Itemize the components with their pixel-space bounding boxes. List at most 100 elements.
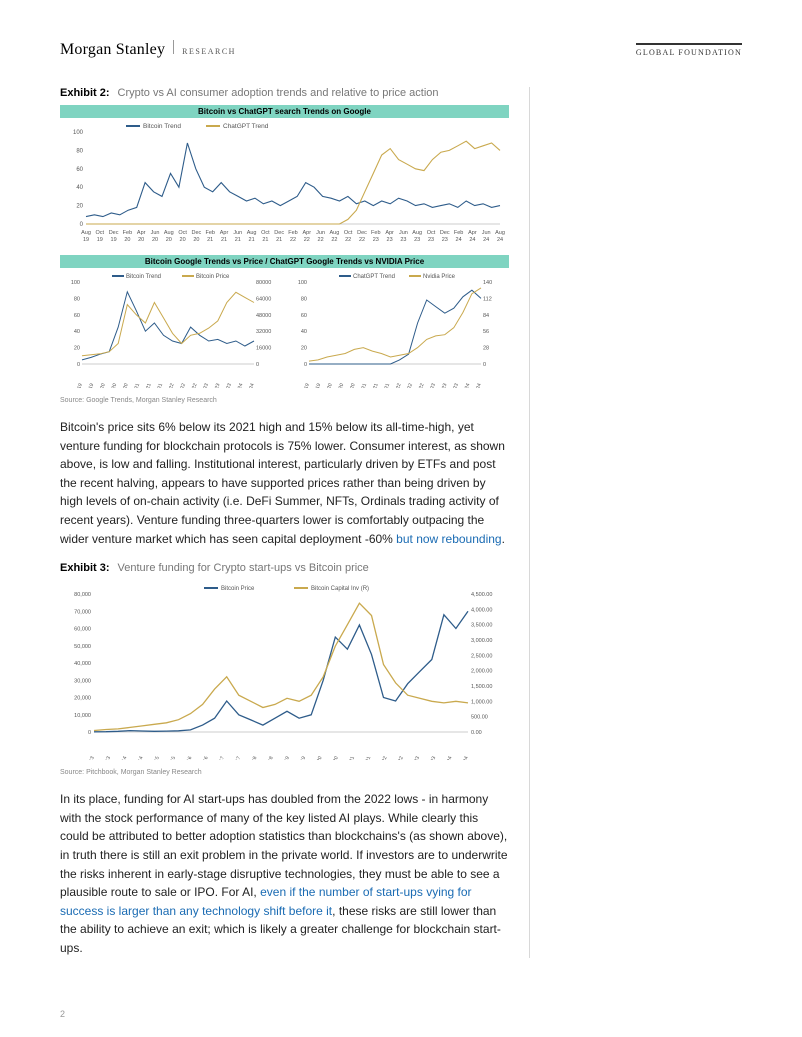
svg-text:22: 22 [304,237,310,243]
svg-text:Apr 23: Apr 23 [426,382,437,388]
paragraph-1: Bitcoin's price sits 6% below its 2021 h… [60,418,509,548]
svg-text:1,000.00: 1,000.00 [471,699,492,705]
svg-text:16000: 16000 [256,346,271,352]
svg-text:Apr 24: Apr 24 [234,382,245,388]
svg-text:Jun: Jun [399,230,408,236]
svg-text:Apr: Apr [385,230,394,236]
exhibit3-title: Venture funding for Crypto start-ups vs … [118,562,369,574]
svg-text:Aug: Aug [164,230,174,236]
svg-text:80: 80 [76,148,83,154]
svg-text:23: 23 [387,237,393,243]
main-content-column: Exhibit 2:Crypto vs AI consumer adoption… [60,87,530,958]
svg-text:Dec: Dec [192,230,202,236]
svg-text:Apr: Apr [137,230,146,236]
svg-text:Aug 23: Aug 23 [210,382,221,388]
svg-text:Apr 21: Apr 21 [357,382,368,388]
brand-divider [173,40,174,54]
svg-text:Bitcoin Trend: Bitcoin Trend [126,274,161,280]
svg-text:Apr 20: Apr 20 [96,382,107,388]
svg-text:Aug 24: Aug 24 [245,382,256,388]
svg-text:Bitcoin Price: Bitcoin Price [221,586,255,592]
svg-text:Dec: Dec [357,230,367,236]
exhibit2-label: Exhibit 2: [60,87,110,99]
svg-text:64000: 64000 [256,296,271,302]
svg-text:Oct: Oct [261,230,270,236]
svg-text:0: 0 [77,362,80,368]
svg-text:20,000: 20,000 [74,696,91,702]
svg-text:0: 0 [303,362,306,368]
svg-text:01-Jul-16: 01-Jul-16 [197,756,210,761]
svg-text:19: 19 [97,237,103,243]
svg-text:Oct: Oct [96,230,105,236]
svg-text:Aug 19: Aug 19 [299,382,310,388]
svg-text:40: 40 [74,329,80,335]
svg-text:Aug 21: Aug 21 [142,382,153,388]
para2-text: In its place, funding for AI start-ups h… [60,792,508,899]
chart1-svg: Bitcoin TrendChatGPT Trend020406080100Au… [60,118,508,248]
svg-text:20: 20 [152,237,158,243]
svg-text:60,000: 60,000 [74,627,91,633]
svg-text:21: 21 [207,237,213,243]
svg-text:70,000: 70,000 [74,609,91,615]
svg-text:Oct: Oct [427,230,436,236]
svg-text:Feb: Feb [288,230,297,236]
svg-text:140: 140 [483,280,492,286]
svg-text:01-Jul-24: 01-Jul-24 [457,756,470,761]
svg-text:01-Jul-22: 01-Jul-22 [392,756,405,761]
svg-text:28: 28 [483,346,489,352]
brand-block: Morgan Stanley RESEARCH [60,40,236,59]
svg-text:22: 22 [331,237,337,243]
svg-text:50,000: 50,000 [74,644,91,650]
svg-text:0.00: 0.00 [471,730,482,736]
svg-text:01-Jul-19: 01-Jul-19 [294,756,307,761]
svg-text:Aug: Aug [247,230,257,236]
svg-text:22: 22 [318,237,324,243]
svg-text:21: 21 [276,237,282,243]
svg-text:20: 20 [124,237,130,243]
svg-text:112: 112 [483,296,492,302]
svg-text:Dec 23: Dec 23 [448,382,459,388]
page: Morgan Stanley RESEARCH GLOBAL FOUNDATIO… [0,0,802,1037]
svg-text:01-Jan-19: 01-Jan-19 [278,756,291,761]
svg-text:01-Jan-24: 01-Jan-24 [440,756,453,761]
svg-text:22: 22 [290,237,296,243]
svg-text:30,000: 30,000 [74,678,91,684]
svg-text:Feb: Feb [454,230,463,236]
svg-text:Dec 20: Dec 20 [119,382,130,388]
svg-text:40: 40 [76,185,83,191]
svg-text:2,500.00: 2,500.00 [471,653,492,659]
svg-text:84: 84 [483,313,489,319]
svg-text:20: 20 [180,237,186,243]
chart1-title-bar: Bitcoin vs ChatGPT search Trends on Goog… [60,105,509,118]
exhibit2-source: Source: Google Trends, Morgan Stanley Re… [60,397,509,404]
svg-text:22: 22 [345,237,351,243]
svg-text:0: 0 [80,222,84,228]
svg-text:Apr 22: Apr 22 [165,382,176,388]
chart2-left-svg: Bitcoin TrendBitcoin Price02040608010001… [60,268,282,388]
svg-text:23: 23 [373,237,379,243]
svg-text:Jun: Jun [233,230,242,236]
svg-text:80000: 80000 [256,280,271,286]
svg-text:0: 0 [483,362,486,368]
svg-text:Dec 22: Dec 22 [414,382,425,388]
svg-text:01-Jan-22: 01-Jan-22 [375,756,388,761]
global-foundation-label: GLOBAL FOUNDATION [636,43,742,57]
page-header: Morgan Stanley RESEARCH GLOBAL FOUNDATIO… [60,40,742,59]
svg-text:0: 0 [256,362,259,368]
svg-text:Apr 21: Apr 21 [131,382,142,388]
para1-link[interactable]: but now rebounding [396,532,501,546]
svg-text:Jun: Jun [482,230,491,236]
svg-text:ChatGPT Trend: ChatGPT Trend [353,274,395,280]
svg-text:24: 24 [456,237,462,243]
svg-text:60: 60 [74,313,80,319]
svg-text:01-Jan-21: 01-Jan-21 [343,756,356,761]
svg-text:Jun: Jun [316,230,325,236]
svg-text:Dec 23: Dec 23 [222,382,233,388]
svg-text:Feb: Feb [205,230,214,236]
svg-text:Dec 19: Dec 19 [311,382,322,388]
svg-text:Aug 24: Aug 24 [471,382,482,388]
svg-text:3,500.00: 3,500.00 [471,623,492,629]
svg-text:Aug 21: Aug 21 [368,382,379,388]
svg-text:01-Jul-14: 01-Jul-14 [132,756,145,761]
svg-text:24: 24 [469,237,475,243]
